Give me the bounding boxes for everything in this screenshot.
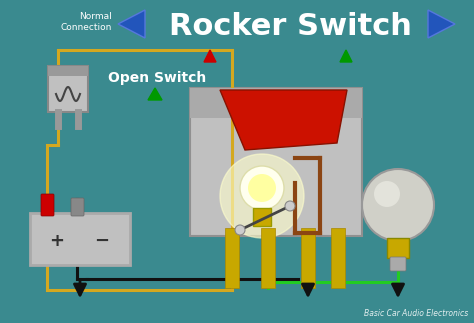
FancyBboxPatch shape	[387, 238, 409, 258]
Circle shape	[235, 225, 245, 235]
FancyBboxPatch shape	[261, 228, 275, 288]
Text: Open Switch: Open Switch	[108, 71, 206, 85]
FancyBboxPatch shape	[190, 88, 362, 236]
Circle shape	[248, 174, 276, 202]
FancyBboxPatch shape	[41, 194, 54, 216]
Text: −: −	[94, 232, 109, 250]
FancyBboxPatch shape	[225, 228, 239, 288]
Circle shape	[285, 201, 295, 211]
FancyBboxPatch shape	[331, 228, 345, 288]
Polygon shape	[148, 88, 162, 100]
Polygon shape	[118, 10, 145, 38]
Text: Normal
Connection: Normal Connection	[61, 12, 112, 32]
Polygon shape	[220, 90, 347, 150]
Text: Basic Car Audio Electronics: Basic Car Audio Electronics	[364, 309, 468, 318]
FancyBboxPatch shape	[190, 88, 362, 118]
Circle shape	[362, 169, 434, 241]
FancyBboxPatch shape	[48, 66, 88, 112]
Circle shape	[240, 166, 284, 210]
Polygon shape	[340, 50, 352, 62]
Text: +: +	[49, 232, 64, 250]
Circle shape	[220, 154, 304, 238]
Circle shape	[374, 181, 400, 207]
FancyBboxPatch shape	[71, 198, 84, 216]
FancyBboxPatch shape	[253, 208, 271, 226]
Polygon shape	[204, 50, 216, 62]
Text: Rocker Switch: Rocker Switch	[169, 12, 411, 40]
Polygon shape	[428, 10, 455, 38]
FancyBboxPatch shape	[301, 228, 315, 288]
FancyBboxPatch shape	[48, 66, 88, 76]
FancyBboxPatch shape	[390, 257, 406, 271]
FancyBboxPatch shape	[30, 213, 130, 265]
